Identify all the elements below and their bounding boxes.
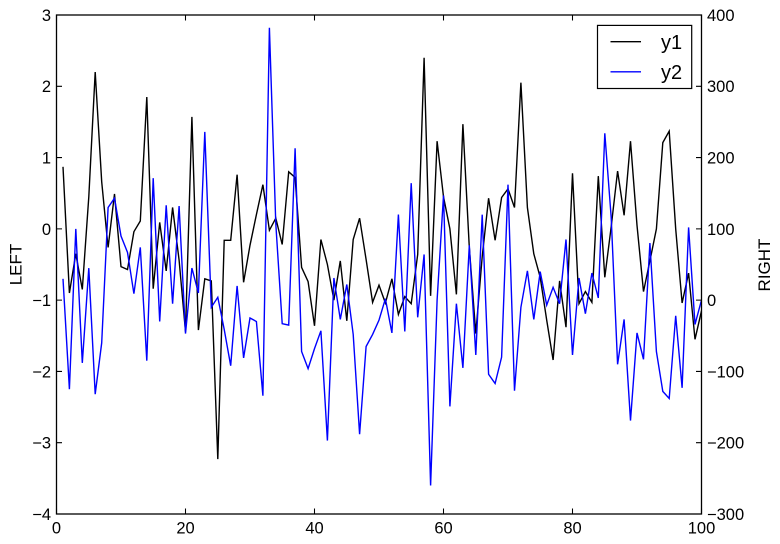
svg-text:2: 2 [42,78,51,96]
svg-text:3: 3 [42,7,51,25]
svg-text:−3: −3 [32,435,51,453]
svg-text:−300: −300 [707,506,744,524]
svg-text:1: 1 [42,150,51,168]
svg-text:200: 200 [707,150,735,168]
svg-text:RIGHT: RIGHT [755,239,774,292]
svg-text:100: 100 [688,520,716,538]
svg-text:LEFT: LEFT [7,244,26,286]
svg-text:0: 0 [42,221,51,239]
svg-text:−2: −2 [32,363,51,381]
svg-text:0: 0 [52,520,61,538]
svg-text:−4: −4 [32,506,51,524]
svg-text:y1: y1 [661,32,682,54]
svg-text:100: 100 [707,221,735,239]
svg-text:y2: y2 [661,62,682,84]
svg-text:−100: −100 [707,363,744,381]
svg-text:−200: −200 [707,435,744,453]
svg-text:300: 300 [707,78,735,96]
svg-text:20: 20 [176,520,194,538]
svg-text:60: 60 [434,520,452,538]
svg-text:−1: −1 [32,292,51,310]
svg-text:0: 0 [707,292,716,310]
svg-text:400: 400 [707,7,735,25]
svg-text:40: 40 [305,520,323,538]
svg-text:80: 80 [563,520,581,538]
